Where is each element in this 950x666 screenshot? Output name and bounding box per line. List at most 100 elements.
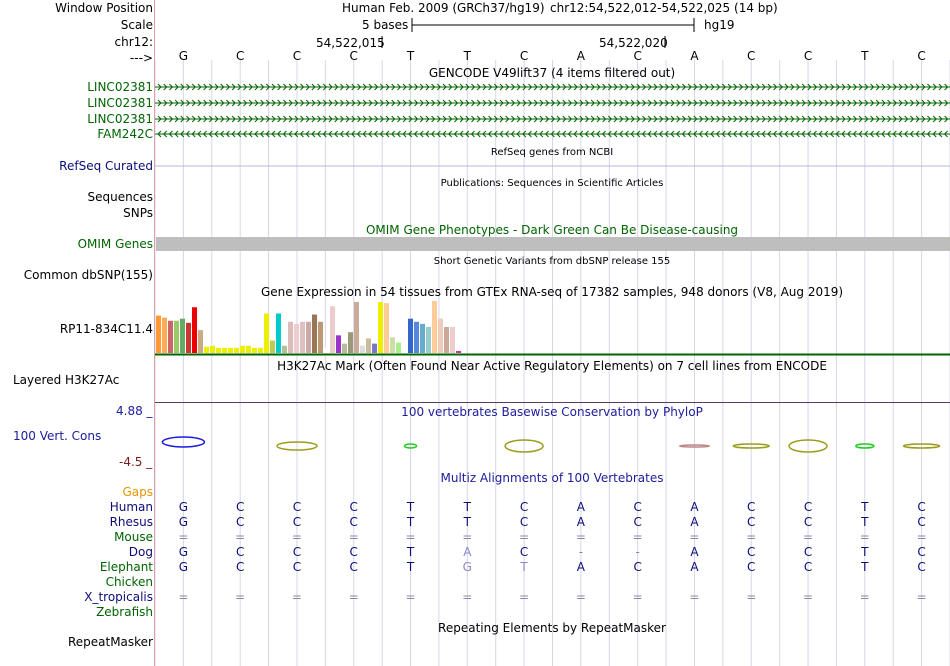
aligned-base: T [861,515,869,529]
scale-text: 5 bases [362,18,409,32]
species-label[interactable]: Elephant [99,560,153,574]
species-label[interactable]: Mouse [114,530,153,544]
gtex-tissue-bar [276,313,281,353]
snps-track-label[interactable]: SNPs [123,206,153,220]
aligned-base: T [861,545,869,559]
base-letter: C [747,49,756,63]
gtex-tissue-bar [336,335,341,353]
aligned-base: C [633,500,642,514]
gtex-tissue-bar [180,318,185,353]
gtex-tissue-bar [222,347,227,353]
base-letter: T [463,49,471,63]
base-letter: C [292,49,302,63]
strand-chevrons [157,83,949,91]
conservation-track-label[interactable]: 100 Vert. Cons [13,429,102,443]
strand-arrow-label[interactable]: ---> [129,51,153,65]
gtex-tissue-bar [342,343,347,353]
publications-track-label[interactable]: Sequences [87,190,153,204]
base-letter: C [519,49,529,63]
omim-track-title[interactable]: OMIM Gene Phenotypes - Dark Green Can Be… [365,223,739,237]
species-label[interactable]: Human [109,500,153,514]
aligned-base: A [690,545,699,559]
aligned-base: A [576,515,585,529]
aligned-base: A [690,515,699,529]
gtex-tissue-bar [288,321,293,353]
gtex-tissue-bar [216,347,221,353]
multiz-track-title[interactable]: Multiz Alignments of 100 Vertebrates [440,471,664,485]
conservation-score-glyph [678,444,711,448]
aligned-base: G [178,500,189,514]
base-letter: A [576,49,585,63]
aligned-base: = [746,590,757,604]
gene-label[interactable]: LINC02381 [87,112,153,126]
aligned-base: = [519,530,530,544]
gtex-gene-label[interactable]: RP11-834C11.4 [59,322,153,336]
conservation-score-glyph [403,443,418,449]
gtex-track-title[interactable]: Gene Expression in 54 tissues from GTEx … [260,285,844,299]
refseq-track-title[interactable]: RefSeq genes from NCBI [490,147,614,158]
gtex-tissue-bar [408,318,413,353]
species-label[interactable]: Zebrafish [96,605,153,619]
aligned-base: T [463,500,471,514]
gtex-tissue-bar [192,307,197,353]
conservation-track-title[interactable]: 100 vertebrates Basewise Conservation by… [401,405,703,419]
aligned-base: T [861,500,869,514]
coordinate-tick-label: 54,522,020 [599,36,668,50]
species-label[interactable]: Dog [128,545,153,559]
gtex-tissue-bar [396,342,401,353]
aligned-base: - [635,545,640,559]
aligned-base: T [463,515,471,529]
omim-track-label[interactable]: OMIM Genes [77,237,153,251]
aligned-base: T [406,545,415,559]
gene-label[interactable]: LINC02381 [87,80,153,94]
species-label[interactable]: Chicken [105,575,153,589]
aligned-base: C [235,560,245,574]
gtex-tissue-bar [420,323,425,353]
gtex-tissue-bar [456,350,461,353]
aligned-base: = [859,530,870,544]
aligned-base: C [349,545,358,559]
repeatmasker-track-label[interactable]: RepeatMasker [67,635,153,649]
species-label[interactable]: X_tropicalis [84,590,153,604]
gene-label[interactable]: FAM242C [97,127,153,141]
gtex-tissue-bar [312,314,317,353]
aligned-base: C [917,500,926,514]
dbsnp-track-title[interactable]: Short Genetic Variants from dbSNP releas… [433,256,671,267]
gtex-tissue-bar [234,347,239,353]
gtex-tissue-bar [330,306,335,353]
gene-label[interactable]: LINC02381 [87,96,153,110]
species-label[interactable]: Rhesus [109,515,153,529]
gtex-tissue-bar [294,323,299,353]
position-range: chr12:54,522,012-54,522,025 (14 bp) [550,1,778,15]
repeatmasker-track-title[interactable]: Repeating Elements by RepeatMasker [438,621,666,635]
gencode-track-title[interactable]: GENCODE V49lift37 (4 items filtered out) [428,66,676,80]
publications-track-title[interactable]: Publications: Sequences in Scientific Ar… [440,178,664,189]
aligned-base: = [689,590,700,604]
aligned-base: C [349,515,358,529]
aligned-base: = [803,590,814,604]
scale-label: Scale [120,18,153,32]
h3k27ac-track-label[interactable]: Layered H3K27Ac [13,373,120,387]
aligned-base: A [576,560,585,574]
h3k27ac-track-title[interactable]: H3K27Ac Mark (Often Found Near Active Re… [277,359,827,373]
aligned-base: = [519,590,530,604]
aligned-base: = [235,530,246,544]
aligned-base: C [803,515,813,529]
aligned-base: = [405,530,416,544]
base-letter: C [803,49,813,63]
gtex-tissue-bar [354,302,359,353]
gtex-tissue-bar [156,315,161,353]
dbsnp-track-label[interactable]: Common dbSNP(155) [23,268,153,282]
aligned-base: A [690,560,699,574]
gtex-tissue-bar [360,345,365,353]
gtex-tissue-bar [210,345,215,353]
base-letter: T [406,49,415,63]
gtex-tissue-bar [198,330,203,353]
aligned-base: - [578,545,584,559]
gtex-tissue-bar [306,321,311,353]
aligned-base: C [235,545,245,559]
gtex-tissue-bar [324,347,329,353]
gtex-tissue-bar [282,345,287,353]
aligned-base: T [406,560,415,574]
refseq-track-label[interactable]: RefSeq Curated [59,159,153,173]
